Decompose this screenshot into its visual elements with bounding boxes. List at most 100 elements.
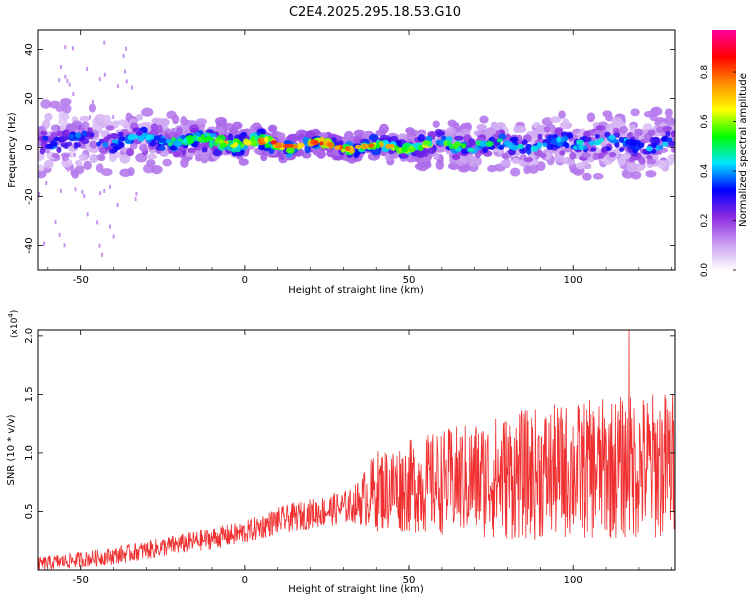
colorbar-tick-label: 0.4 — [700, 164, 710, 179]
heatmap-cell — [549, 116, 562, 123]
heatmap-cell — [476, 123, 487, 131]
snr-multiplier-base: (x10 — [10, 317, 20, 338]
heatmap-cell — [81, 121, 90, 130]
heatmap-cell — [452, 143, 458, 150]
heatmap-cell — [642, 137, 651, 143]
heatmap-cell — [96, 141, 101, 147]
heatmap-cell — [560, 137, 566, 143]
snr-ylabel: SNR (10 * v/v) — [6, 414, 17, 485]
heatmap-cell — [186, 135, 194, 141]
colorbar-tick-label: 0.0 — [700, 263, 710, 278]
heatmap-cell — [669, 118, 675, 126]
heatmap-cell — [448, 162, 460, 171]
heatmap-cell — [176, 126, 183, 136]
heatmap-cell — [645, 170, 657, 178]
snr-axes: -50 0 50 100 0.5 1.0 1.5 2.0 — [24, 328, 675, 586]
heatmap-cell — [664, 108, 673, 118]
colorbar-tick-label: 0.8 — [700, 65, 710, 80]
heatmap-cell — [297, 142, 305, 149]
heatmap-cell — [146, 153, 158, 160]
heatmap-cell — [74, 132, 81, 139]
heatmap-cell — [592, 152, 599, 161]
heatmap-cell — [131, 85, 134, 90]
heatmap-cell — [375, 143, 381, 149]
heatmap-cell — [490, 121, 498, 129]
snr-multiplier-close: ) — [10, 310, 20, 314]
heatmap-cell — [485, 140, 494, 147]
x-tick-label: 100 — [564, 575, 583, 586]
heatmap-cell — [270, 140, 277, 145]
heatmap-cell — [304, 145, 311, 154]
heatmap-cell — [86, 212, 89, 217]
heatmap-cell — [200, 141, 210, 150]
colorbar-tick-label: 0.2 — [700, 213, 710, 227]
heatmap-cell — [91, 124, 102, 132]
heatmap-cell — [666, 137, 673, 143]
heatmap-cell — [78, 153, 89, 161]
heatmap-cell — [643, 110, 654, 118]
heatmap-cell — [353, 136, 362, 145]
y-tick-label: -40 — [24, 237, 35, 253]
heatmap-cell — [435, 130, 446, 136]
heatmap-cell — [81, 189, 84, 194]
heatmap-cell — [287, 143, 295, 148]
heatmap-cell — [440, 135, 447, 141]
heatmap-cell — [68, 82, 71, 87]
heatmap-cell — [98, 77, 101, 82]
heatmap-cell — [432, 152, 440, 160]
heatmap-cell — [650, 142, 657, 149]
heatmap-cell — [125, 79, 128, 84]
heatmap-cell — [38, 164, 45, 172]
heatmap-cell — [510, 167, 521, 177]
heatmap-cell — [521, 139, 528, 145]
heatmap-cell — [116, 84, 119, 89]
heatmap-cell — [422, 140, 431, 146]
heatmap-cell — [182, 138, 189, 144]
heatmap-cell — [537, 133, 543, 140]
heatmap-cell — [105, 125, 115, 131]
heatmap-cell — [496, 138, 503, 143]
heatmap-cell — [67, 167, 70, 172]
heatmap-cell — [670, 147, 675, 153]
heatmap-cell — [60, 143, 68, 148]
heatmap-cell — [38, 125, 46, 132]
heatmap-cell — [110, 132, 120, 140]
heatmap-cell — [159, 150, 169, 157]
heatmap-cell — [559, 121, 569, 130]
heatmap-cell — [592, 173, 604, 180]
heatmap-cell — [209, 133, 217, 138]
heatmap-cell — [103, 40, 106, 45]
colorbar-ticks: 0.0 0.2 0.4 0.6 0.8 — [700, 65, 736, 278]
heatmap-cell — [360, 143, 369, 150]
x-tick-label: 50 — [403, 575, 416, 586]
heatmap-cell — [446, 140, 452, 147]
heatmap-cell — [126, 148, 135, 157]
y-tick-label: 0.5 — [24, 504, 35, 520]
heatmap-cell — [64, 45, 67, 50]
heatmap-cell — [164, 138, 172, 144]
heatmap-cell — [74, 187, 77, 192]
heatmap-cell — [523, 157, 534, 163]
heatmap-cell — [171, 114, 180, 125]
heatmap-cell — [451, 153, 461, 160]
heatmap-cell — [250, 136, 256, 143]
y-tick-label: 1.5 — [24, 386, 35, 402]
heatmap-cell — [118, 136, 126, 142]
heatmap-cell — [103, 72, 106, 77]
heatmap-cell — [605, 114, 614, 122]
heatmap-cell — [200, 133, 206, 140]
heatmap-cell — [187, 139, 195, 144]
heatmap-cell — [625, 138, 631, 145]
heatmap-cell — [594, 133, 600, 139]
heatmap-cell — [86, 66, 89, 71]
heatmap-cell — [64, 156, 67, 161]
heatmap-cell — [96, 220, 99, 225]
heatmap-cell — [159, 144, 166, 152]
heatmap-cell — [116, 130, 119, 135]
heatmap-cell — [337, 140, 344, 146]
heatmap-cell — [669, 154, 675, 163]
heatmap-cell — [219, 142, 228, 148]
heatmap-cell — [646, 158, 657, 165]
heatmap-cell — [72, 120, 82, 126]
heatmap-cell — [58, 78, 61, 83]
